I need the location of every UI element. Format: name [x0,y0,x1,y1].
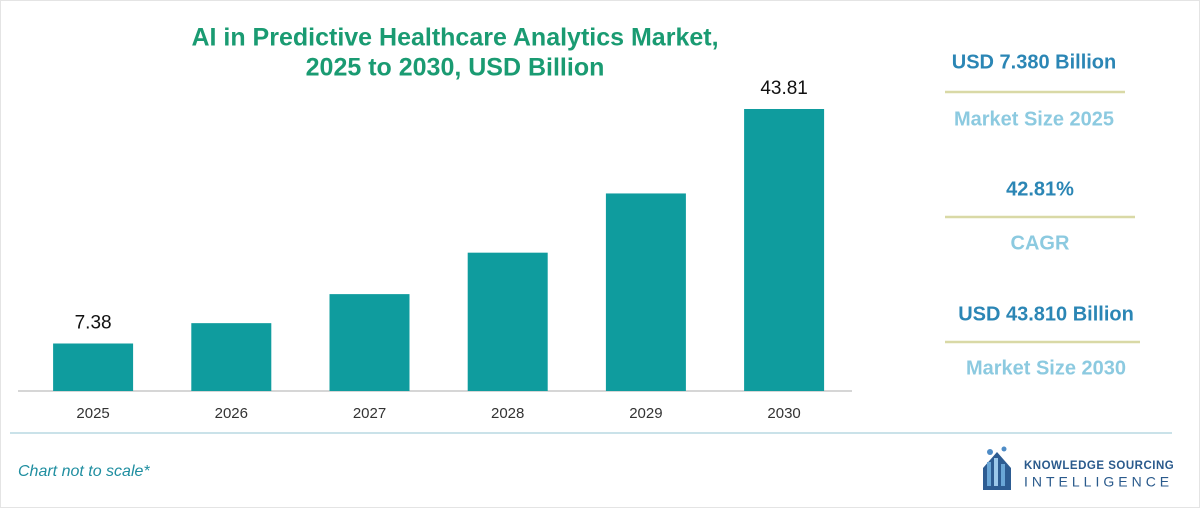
x-tick-label: 2026 [215,405,248,422]
chart-title: 2025 to 2030, USD Billion [306,54,605,82]
x-tick-label: 2029 [629,405,662,422]
logo-text: INTELLIGENCE [1024,474,1173,490]
x-tick-label: 2025 [76,405,109,422]
stat-value: 42.81% [1006,178,1074,200]
stat-value: USD 7.380 Billion [952,51,1117,73]
bar [191,323,272,391]
bar [329,294,410,391]
x-tick-label: 2028 [491,405,524,422]
stat-label: Market Size 2025 [954,108,1114,130]
footnote: Chart not to scale* [18,463,150,480]
stat-label: Market Size 2030 [966,357,1126,379]
chart-title: AI in Predictive Healthcare Analytics Ma… [191,24,718,52]
bar [467,252,548,391]
stat-value: USD 43.810 Billion [958,303,1134,325]
bar [53,343,134,391]
value-label: 7.38 [75,313,112,334]
bar [605,193,686,391]
x-tick-label: 2027 [353,405,386,422]
x-tick-label: 2030 [767,405,800,422]
bar [744,109,825,391]
value-label: 43.81 [760,78,808,99]
logo-icon [983,446,1011,490]
logo-text: KNOWLEDGE SOURCING [1024,460,1174,472]
stat-label: CAGR [1011,232,1070,254]
